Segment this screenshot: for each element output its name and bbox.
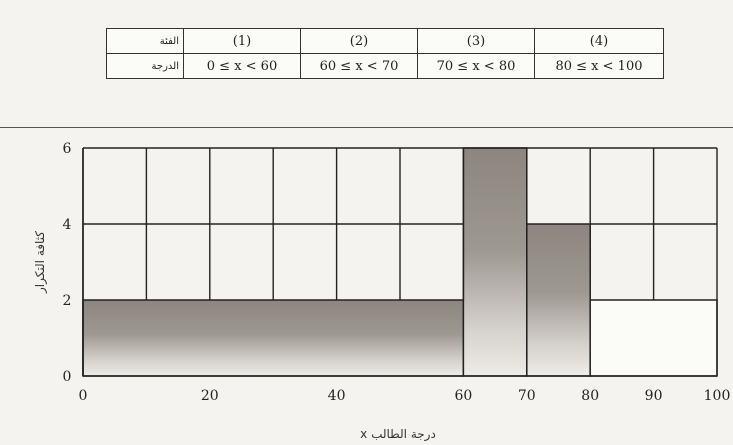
- class-range-4: 80 ≤ x < 100: [534, 53, 664, 79]
- x-tick-label: 60: [454, 388, 472, 404]
- table-row: الفئة (1) (2) (3) (4): [106, 28, 664, 54]
- section-divider: [0, 127, 733, 128]
- class-range-1: 0 ≤ x < 60: [183, 53, 301, 79]
- x-tick-label: 90: [645, 388, 663, 404]
- y-tick-label: 2: [63, 293, 72, 309]
- x-tick-label: 100: [704, 388, 731, 404]
- table-row: الدرجة 0 ≤ x < 60 60 ≤ x < 70 70 ≤ x < 8…: [106, 53, 664, 79]
- histogram-bar-1: [82, 299, 465, 377]
- x-tick-label: 40: [328, 388, 346, 404]
- table-header-label: الفئة: [106, 28, 184, 54]
- y-tick-label: 0: [63, 369, 72, 385]
- histogram-bar-4: [589, 299, 718, 377]
- class-range-2: 60 ≤ x < 70: [300, 53, 418, 79]
- class-range-3: 70 ≤ x < 80: [417, 53, 535, 79]
- class-label-1: (1): [183, 28, 301, 54]
- y-axis-title: كثافة التكرار: [33, 231, 48, 294]
- x-tick-label: 20: [201, 388, 219, 404]
- table-row-label: الدرجة: [106, 53, 184, 79]
- y-tick-label: 4: [63, 217, 72, 233]
- x-tick-label: 70: [518, 388, 536, 404]
- x-tick-label: 0: [79, 388, 88, 404]
- histogram-bar-2: [462, 147, 528, 377]
- x-axis-title: درجة الطالب x: [360, 427, 436, 442]
- class-table: الفئة (1) (2) (3) (4) الدرجة 0 ≤ x < 60 …: [106, 28, 664, 79]
- class-label-2: (2): [300, 28, 418, 54]
- class-label-3: (3): [417, 28, 535, 54]
- x-tick-label: 80: [581, 388, 599, 404]
- histogram-bar-3: [526, 223, 591, 377]
- y-tick-label: 6: [63, 141, 72, 157]
